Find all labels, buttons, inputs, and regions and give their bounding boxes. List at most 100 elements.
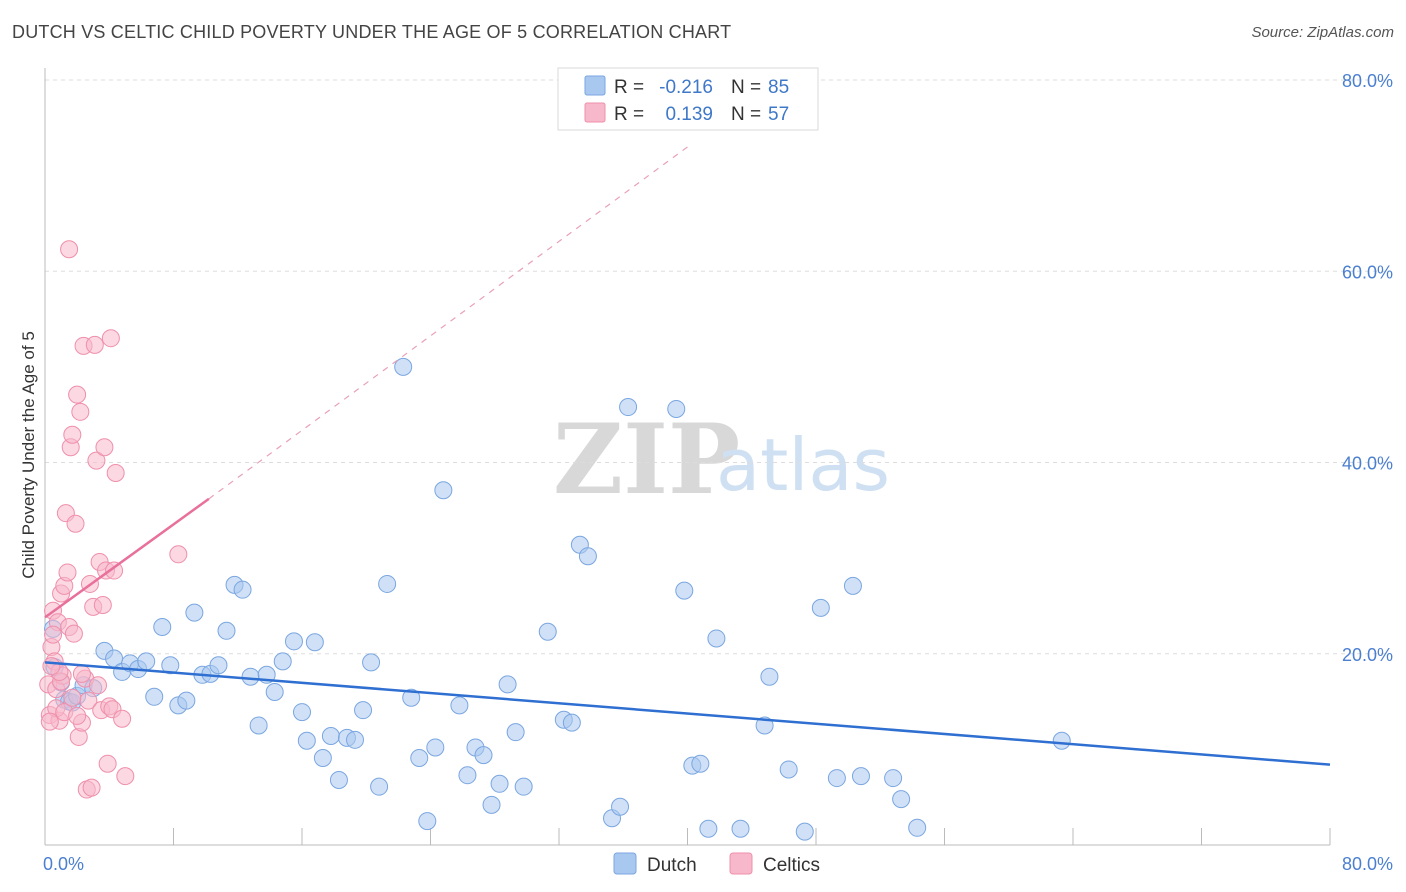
- data-point-dutch: [578, 547, 597, 566]
- data-point-celtics: [63, 425, 82, 444]
- trend-line-celtics: [44, 497, 210, 619]
- data-point-dutch: [514, 777, 533, 796]
- data-point-celtics: [42, 657, 61, 676]
- watermark-atlas: atlas: [716, 423, 890, 507]
- data-point-dutch: [185, 603, 204, 622]
- series-dutch: [44, 357, 1071, 841]
- data-point-dutch: [265, 683, 284, 701]
- watermark: ZIP atlas: [553, 403, 890, 516]
- data-point-dutch: [217, 621, 236, 640]
- legend-label-dutch: Dutch: [647, 855, 697, 876]
- data-point-dutch: [378, 574, 397, 593]
- trend-line-extension-celtics: [208, 146, 688, 500]
- stats-r-label: R =: [614, 77, 644, 98]
- data-point-celtics: [44, 625, 63, 644]
- data-point-dutch: [297, 731, 316, 750]
- data-point-dutch: [450, 696, 469, 715]
- data-point-dutch: [482, 795, 501, 814]
- y-tick-label: 40.0%: [1342, 454, 1393, 474]
- data-point-dutch: [137, 652, 156, 671]
- data-point-dutch: [474, 746, 493, 765]
- data-point-dutch: [490, 774, 509, 793]
- data-point-dutch: [538, 622, 557, 641]
- data-point-dutch: [305, 633, 324, 652]
- data-point-dutch: [370, 777, 389, 796]
- legend: Dutch Celtics: [613, 852, 820, 876]
- data-point-dutch: [611, 797, 630, 816]
- watermark-zip: ZIP: [553, 403, 740, 516]
- data-point-dutch: [161, 656, 180, 675]
- stats-swatch-dutch: [584, 75, 606, 96]
- data-point-dutch: [908, 818, 927, 837]
- data-point-celtics: [116, 767, 135, 786]
- data-point-dutch: [402, 688, 421, 707]
- data-point-dutch: [506, 723, 525, 742]
- data-point-dutch: [699, 819, 718, 838]
- y-tick-label: 60.0%: [1342, 262, 1393, 282]
- data-point-dutch: [779, 760, 798, 779]
- x-tick-label: 80.0%: [1342, 854, 1393, 874]
- stats-box: R = -0.216 N = 85 R = 0.139 N = 57: [557, 67, 819, 131]
- stats-swatch-celtics: [584, 102, 606, 123]
- data-points: [39, 240, 1071, 841]
- data-point-dutch: [346, 730, 365, 749]
- data-point-dutch: [249, 716, 268, 735]
- data-point-dutch: [145, 687, 164, 706]
- data-point-dutch: [273, 652, 292, 671]
- data-point-celtics: [87, 451, 106, 470]
- data-point-dutch: [426, 738, 445, 757]
- data-point-celtics: [60, 240, 79, 259]
- data-point-celtics: [93, 595, 112, 614]
- data-point-celtics: [64, 624, 83, 643]
- stats-r-value-celtics: 0.139: [665, 104, 713, 125]
- data-point-dutch: [675, 581, 694, 600]
- data-point-celtics: [40, 712, 59, 731]
- data-point-dutch: [760, 667, 779, 686]
- data-point-dutch: [562, 713, 581, 732]
- data-point-dutch: [827, 769, 846, 788]
- data-point-dutch: [619, 398, 638, 417]
- trend-line-dutch: [44, 661, 1331, 766]
- stats-n-label: N =: [731, 104, 761, 125]
- tick-labels: 20.0% 40.0% 60.0% 80.0% 0.0% 80.0%: [43, 71, 1393, 874]
- data-point-dutch: [284, 632, 303, 651]
- data-point-dutch: [691, 754, 710, 773]
- data-point-celtics: [68, 385, 87, 404]
- data-point-dutch: [321, 726, 340, 745]
- data-point-celtics: [71, 402, 90, 421]
- data-point-dutch: [458, 766, 477, 785]
- trend-lines: [44, 146, 1331, 766]
- data-point-dutch: [362, 653, 381, 672]
- data-point-celtics: [58, 563, 77, 582]
- data-point-dutch: [177, 691, 196, 710]
- x-tick-label: 0.0%: [43, 854, 84, 874]
- stats-n-value-celtics: 57: [768, 104, 789, 125]
- data-point-dutch: [233, 580, 252, 599]
- data-point-dutch: [892, 790, 911, 809]
- series-celtics: [39, 240, 188, 799]
- data-point-celtics: [82, 778, 101, 797]
- data-point-dutch: [209, 656, 228, 675]
- data-point-celtics: [101, 329, 120, 348]
- gridlines: [45, 79, 1390, 655]
- stats-n-label: N =: [731, 77, 761, 98]
- data-point-celtics: [85, 335, 104, 354]
- stats-row-dutch: R = -0.216 N = 85: [584, 75, 789, 98]
- y-tick-label: 80.0%: [1342, 71, 1393, 91]
- data-point-dutch: [153, 617, 172, 636]
- data-point-celtics: [63, 688, 82, 707]
- data-point-dutch: [241, 667, 260, 686]
- data-point-dutch: [434, 481, 453, 500]
- data-point-celtics: [72, 664, 91, 683]
- data-point-dutch: [329, 770, 348, 789]
- data-point-dutch: [811, 598, 830, 617]
- data-point-celtics: [105, 561, 124, 580]
- data-point-dutch: [667, 399, 686, 418]
- legend-swatch-dutch: [613, 852, 637, 875]
- chart-title: DUTCH VS CELTIC CHILD POVERTY UNDER THE …: [12, 22, 732, 42]
- data-point-dutch: [394, 357, 413, 376]
- y-axis-label: Child Poverty Under the Age of 5: [19, 331, 38, 579]
- data-point-dutch: [1052, 731, 1071, 750]
- data-point-celtics: [66, 514, 85, 533]
